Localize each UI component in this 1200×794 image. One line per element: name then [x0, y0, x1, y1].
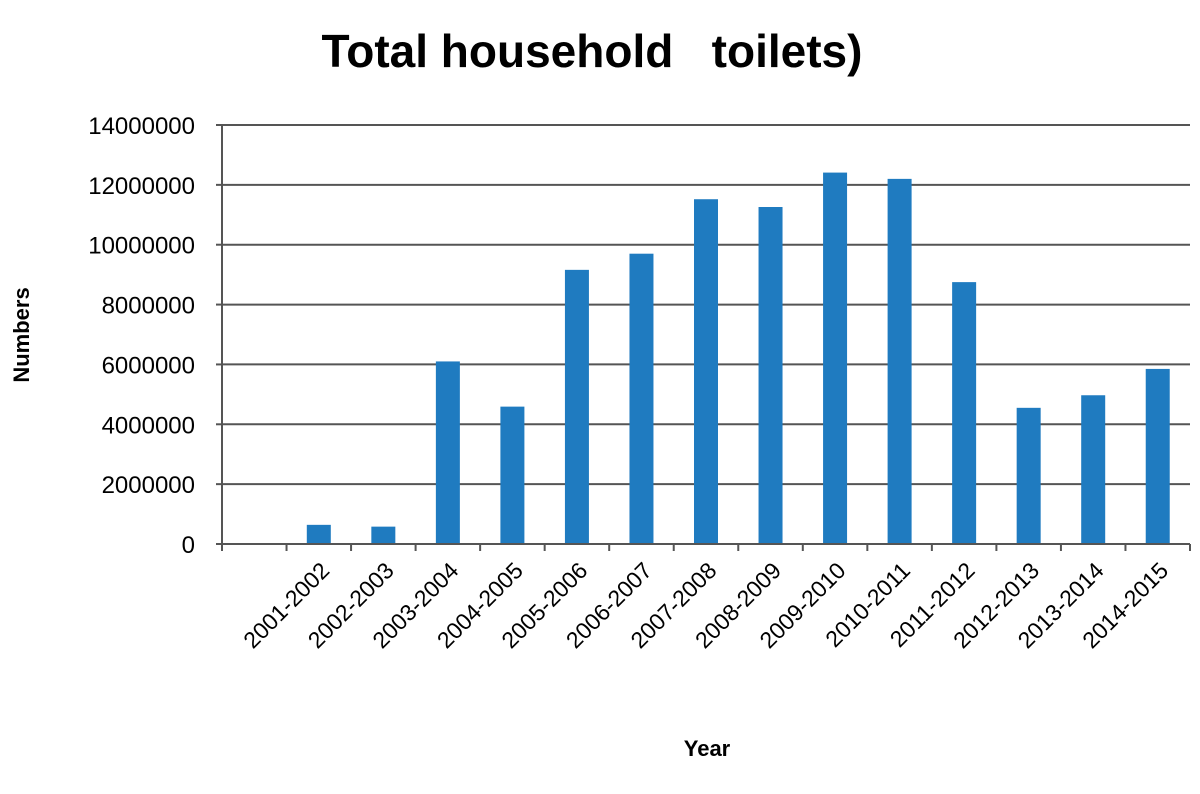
y-tick-label: 10000000 — [88, 233, 195, 260]
bar-2005-2006 — [564, 269, 589, 544]
chart-title: Total household toilets) — [322, 25, 863, 77]
bar-2010-2011 — [887, 178, 912, 544]
bars — [306, 172, 1170, 545]
axes — [221, 125, 1191, 551]
y-tick-label: 4000000 — [102, 412, 195, 439]
bar-2009-2010 — [823, 172, 848, 544]
y-tick-labels: 0 2000000 4000000 6000000 8000000 10000000 120… — [88, 113, 195, 559]
bar-2004-2005 — [500, 406, 525, 544]
bar-2006-2007 — [629, 253, 654, 544]
bar-2011-2012 — [952, 282, 977, 544]
bar-2013-2014 — [1081, 395, 1106, 544]
bar-2008-2009 — [758, 207, 783, 545]
y-tick-label: 2000000 — [102, 472, 195, 499]
bar-2007-2008 — [694, 199, 718, 545]
bar-2014-2015 — [1145, 368, 1170, 544]
bar-2003-2004 — [435, 361, 460, 544]
y-tick-label: 12000000 — [88, 173, 195, 200]
y-tick-label: 6000000 — [102, 352, 195, 379]
bar-2002-2003 — [371, 526, 396, 544]
x-axis-label: Year — [684, 736, 731, 761]
y-tick-label: 14000000 — [88, 113, 195, 140]
y-axis-label: Numbers — [9, 287, 34, 382]
y-tick-label: 8000000 — [102, 293, 195, 320]
bar-2012-2013 — [1016, 407, 1041, 544]
y-tick-label: 0 — [182, 532, 195, 559]
x-tick-labels: 2001-20022002-20032003-20042004-20052005… — [238, 557, 1173, 653]
bar-2001-2002 — [306, 524, 331, 544]
